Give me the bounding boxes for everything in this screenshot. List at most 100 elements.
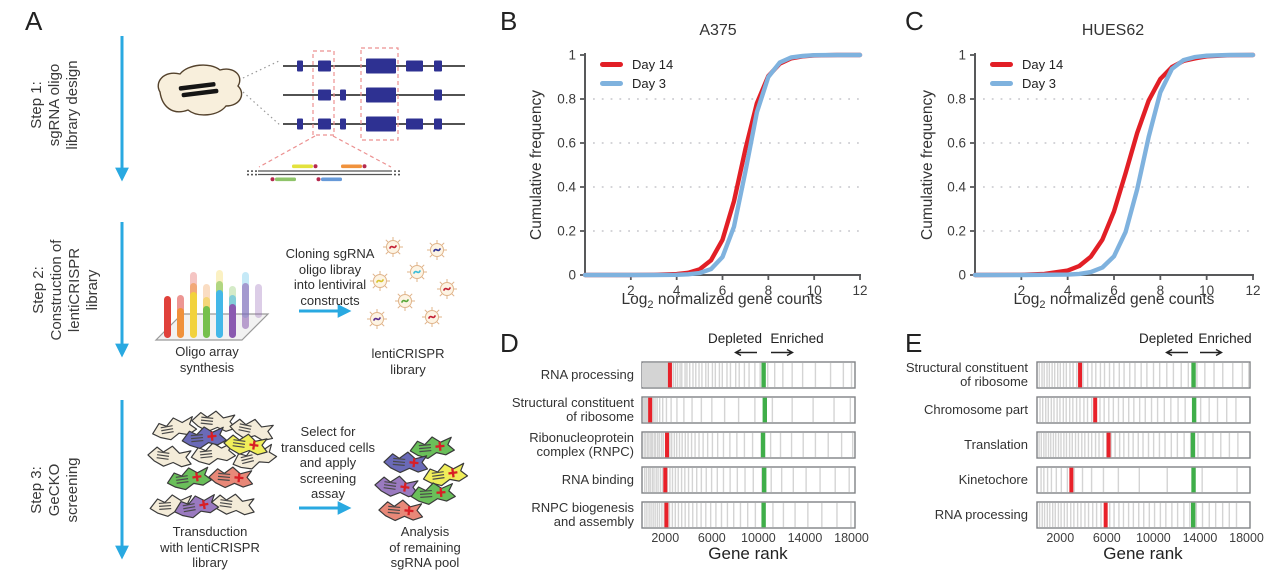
gene-set-label: Chromosome part: [923, 401, 1028, 417]
svg-text:14000: 14000: [1183, 531, 1218, 545]
svg-text:6000: 6000: [1093, 531, 1121, 545]
day14-label: Day 14: [632, 57, 674, 72]
svg-text:1: 1: [958, 48, 966, 63]
gene-set-label: Kinetochore: [958, 471, 1028, 487]
svg-text:1: 1: [568, 48, 576, 63]
svg-text:2000: 2000: [1046, 531, 1074, 545]
svg-text:10: 10: [807, 283, 822, 298]
target-sequence: [258, 170, 392, 176]
depleted-label: Depleted: [707, 331, 763, 346]
panel-b-title: A375: [699, 22, 737, 39]
svg-text:10: 10: [1199, 283, 1214, 298]
legend-day3: Day 3: [990, 76, 1056, 91]
svg-text:12: 12: [852, 283, 867, 298]
cloning-caption: Cloning sgRNA oligo libray into lentivir…: [285, 246, 375, 308]
gene-set-label: Translation: [964, 436, 1028, 452]
cell-icon: [157, 64, 243, 116]
day14-label: Day 14: [1022, 57, 1064, 72]
svg-text:18000: 18000: [1229, 531, 1264, 545]
svg-text:0.8: 0.8: [557, 92, 576, 107]
transduction-caption: Transduction with lentiCRISPR library: [160, 524, 260, 570]
svg-text:2: 2: [627, 283, 635, 298]
transduced-cell-cluster-left: [146, 408, 279, 522]
exon-highlight-boxes: [312, 47, 399, 141]
svg-text:4: 4: [673, 283, 681, 298]
step3-label: Step 3: GeCKO screening: [28, 457, 81, 523]
oligo-array-icon: [154, 270, 270, 341]
panel-d-letter: D: [500, 328, 519, 358]
panel-b-letter: B: [500, 6, 518, 36]
legend-day14: Day 14: [600, 57, 673, 72]
svg-text:0.2: 0.2: [557, 224, 576, 239]
step2-label: Step 2: Construction of lentiCRISPR libr…: [30, 239, 101, 341]
depleted-arrow-icon: [1165, 348, 1188, 357]
panel-c-xlabel: Log2 normalized gene counts: [1013, 291, 1215, 312]
panel-d-xlabel: Gene rank: [708, 544, 788, 563]
enriched-arrow-icon: [771, 348, 794, 357]
svg-text:14000: 14000: [788, 531, 823, 545]
enriched-label: Enriched: [1198, 331, 1252, 346]
svg-text:10000: 10000: [741, 531, 776, 545]
svg-text:2000: 2000: [651, 531, 679, 545]
step1-label: Step 1: sgRNA oligo library design: [28, 60, 81, 150]
depleted-arrow-icon: [734, 348, 757, 357]
panel-c-letter: C: [905, 6, 924, 36]
svg-text:0: 0: [958, 268, 966, 283]
lenticrispr-library-caption: lentiCRISPR library: [371, 346, 445, 377]
zoom-triangle-dashed: [258, 135, 392, 168]
svg-text:0.6: 0.6: [557, 136, 576, 151]
svg-text:0.4: 0.4: [947, 180, 966, 195]
panel-d: D Depleted Enriched 2000 6000 10000 14000 18…: [488, 320, 880, 577]
legend-day3: Day 3: [600, 76, 666, 91]
svg-text:8: 8: [765, 283, 773, 298]
svg-text:4: 4: [1064, 283, 1072, 298]
panel-c: C HUES62 Cumulative frequency 0 0.2 0.4 0.6…: [880, 0, 1275, 320]
gene-set-label: RNPC biogenesis and assembly: [531, 499, 634, 529]
svg-text:0: 0: [568, 268, 576, 283]
oligo-array-caption: Oligo array synthesis: [175, 344, 239, 375]
panel-e: E Depleted Enriched 2000 6000 10000 14000 18…: [880, 320, 1275, 577]
sgRNA-guides: [270, 164, 367, 182]
gene-set-label: Structural constituent of ribosome: [511, 394, 634, 424]
gene-rank-plot-e: 2000 6000 10000 14000 18000: [1036, 361, 1264, 545]
cdf-plot-a375: 00.20.40.60.812 4 6 8 10 12: [557, 48, 867, 299]
workflow-artwork: [115, 36, 469, 560]
gene-set-label: RNA processing: [934, 506, 1028, 522]
day14-swatch: [990, 62, 1013, 67]
svg-text:8: 8: [1157, 283, 1165, 298]
panel-c-title: HUES62: [1081, 22, 1145, 39]
depleted-label: Depleted: [1138, 331, 1194, 346]
panel-b: B A375 Cumulative frequency 0 0.2 0.4 0.6 0.…: [488, 0, 880, 320]
panel-e-letter: E: [905, 328, 923, 358]
day3-swatch: [990, 81, 1013, 86]
svg-text:0.2: 0.2: [947, 224, 966, 239]
day3-swatch: [600, 81, 623, 86]
exons: [297, 58, 442, 132]
cdf-plot-hues62: 00.20.40.60.812 4 6 8 10 12: [947, 48, 1260, 299]
svg-text:18000: 18000: [834, 531, 869, 545]
panel-a-letter: A: [25, 6, 43, 36]
panel-b-xlabel: Log2 normalized gene counts: [621, 291, 823, 312]
panel-e-xlabel: Gene rank: [1103, 544, 1183, 563]
panel-a: A: [0, 0, 490, 577]
svg-text:10000: 10000: [1136, 531, 1171, 545]
svg-text:6: 6: [719, 283, 727, 298]
legend-day14: Day 14: [990, 57, 1063, 72]
sequence-ellipsis: [247, 170, 400, 176]
day14-swatch: [600, 62, 623, 67]
svg-text:0.4: 0.4: [557, 180, 576, 195]
selection-caption: Select for transduced cells and apply sc…: [281, 424, 375, 501]
svg-text:6000: 6000: [698, 531, 726, 545]
enriched-arrow-icon: [1200, 348, 1223, 357]
gene-set-label: Structural constituent of ribosome: [905, 359, 1028, 389]
svg-text:0.6: 0.6: [947, 136, 966, 151]
gene-rank-plot-d: 2000 6000 10000 14000 18000: [641, 361, 869, 545]
zoom-connector-dotted: [242, 59, 282, 127]
gene-set-label: RNA processing: [540, 366, 634, 382]
svg-text:12: 12: [1245, 283, 1260, 298]
analysis-caption: Analysis of remaining sgRNA pool: [389, 524, 461, 570]
gene-set-label: Ribonucleoprotein complex (RNPC): [529, 429, 634, 459]
svg-text:6: 6: [1110, 283, 1118, 298]
day3-label: Day 3: [1022, 76, 1056, 91]
